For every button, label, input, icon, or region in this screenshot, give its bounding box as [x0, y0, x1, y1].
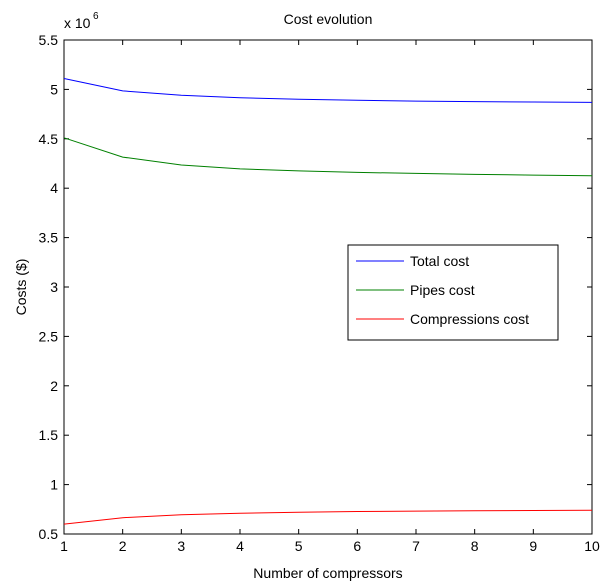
y-axis-label: Costs ($): [13, 259, 29, 316]
x-tick-label: 10: [584, 538, 600, 554]
x-tick-label: 1: [60, 538, 68, 554]
x-tick-label: 6: [353, 538, 361, 554]
y-tick-label: 5.5: [39, 32, 59, 48]
y-tick-label: 4.5: [39, 131, 59, 147]
y-exponent-label: x 10: [64, 15, 91, 31]
x-axis-label: Number of compressors: [253, 565, 402, 581]
y-tick-label: 1.5: [39, 427, 59, 443]
legend-label-total-cost: Total cost: [410, 253, 469, 269]
y-tick-label: 2: [50, 378, 58, 394]
x-tick-label: 5: [295, 538, 303, 554]
x-tick-label: 2: [119, 538, 127, 554]
x-tick-label: 7: [412, 538, 420, 554]
x-tick-label: 9: [529, 538, 537, 554]
chart-title: Cost evolution: [284, 11, 373, 27]
x-tick-label: 3: [177, 538, 185, 554]
y-exponent-power: 6: [93, 11, 99, 22]
series-line-pipes-cost: [64, 138, 592, 176]
y-tick-label: 5: [50, 81, 58, 97]
legend-label-compressions-cost: Compressions cost: [410, 311, 529, 327]
series-line-total-cost: [64, 79, 592, 103]
y-tick-label: 1: [50, 477, 58, 493]
series-line-compressions-cost: [64, 510, 592, 524]
y-tick-label: 0.5: [39, 526, 59, 542]
y-tick-label: 4: [50, 180, 58, 196]
y-tick-label: 2.5: [39, 328, 59, 344]
x-tick-label: 8: [471, 538, 479, 554]
y-tick-label: 3: [50, 279, 58, 295]
y-tick-label: 3.5: [39, 230, 59, 246]
legend: Total cost Pipes cost Compressions cost: [348, 245, 558, 340]
x-tick-label: 4: [236, 538, 244, 554]
legend-label-pipes-cost: Pipes cost: [410, 282, 475, 298]
